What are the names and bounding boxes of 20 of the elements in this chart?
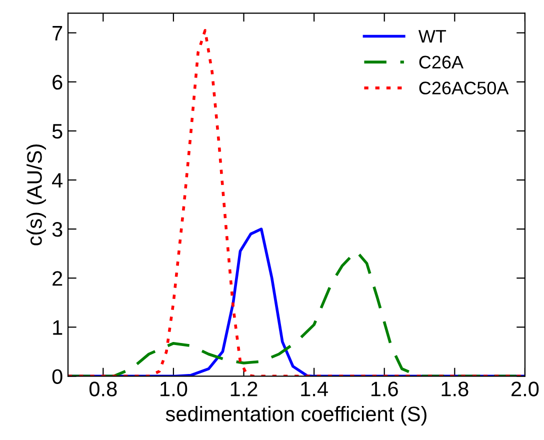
x-tick-label: 1.2 [230,382,258,396]
y-tick-label: 7 [52,26,62,40]
x-tick-label: 0.8 [89,382,117,396]
x-tick-label: 1.0 [160,382,188,396]
legend-label: C26AC50A [419,82,509,94]
x-tick-label: 1.4 [301,382,328,396]
legend-label: C26A [419,56,464,69]
x-axis-title: sedimentation coefficient (S) [166,406,426,426]
y-tick-label: 6 [52,74,62,90]
y-axis-title: c(s) (AU/S) [26,144,46,246]
legend-label: WT [418,30,446,43]
y-tick-label: 3 [52,222,62,237]
y-tick-label: 0 [52,369,62,384]
y-tick-label: 2 [52,271,62,286]
y-tick-label: 4 [52,173,63,188]
y-tick-label: 5 [52,124,62,139]
x-tick-label: 1.6 [371,382,398,396]
y-tick-label: 1 [53,320,62,335]
x-tick-label: 1.8 [442,382,468,396]
x-tick-label: 2.0 [512,382,539,396]
